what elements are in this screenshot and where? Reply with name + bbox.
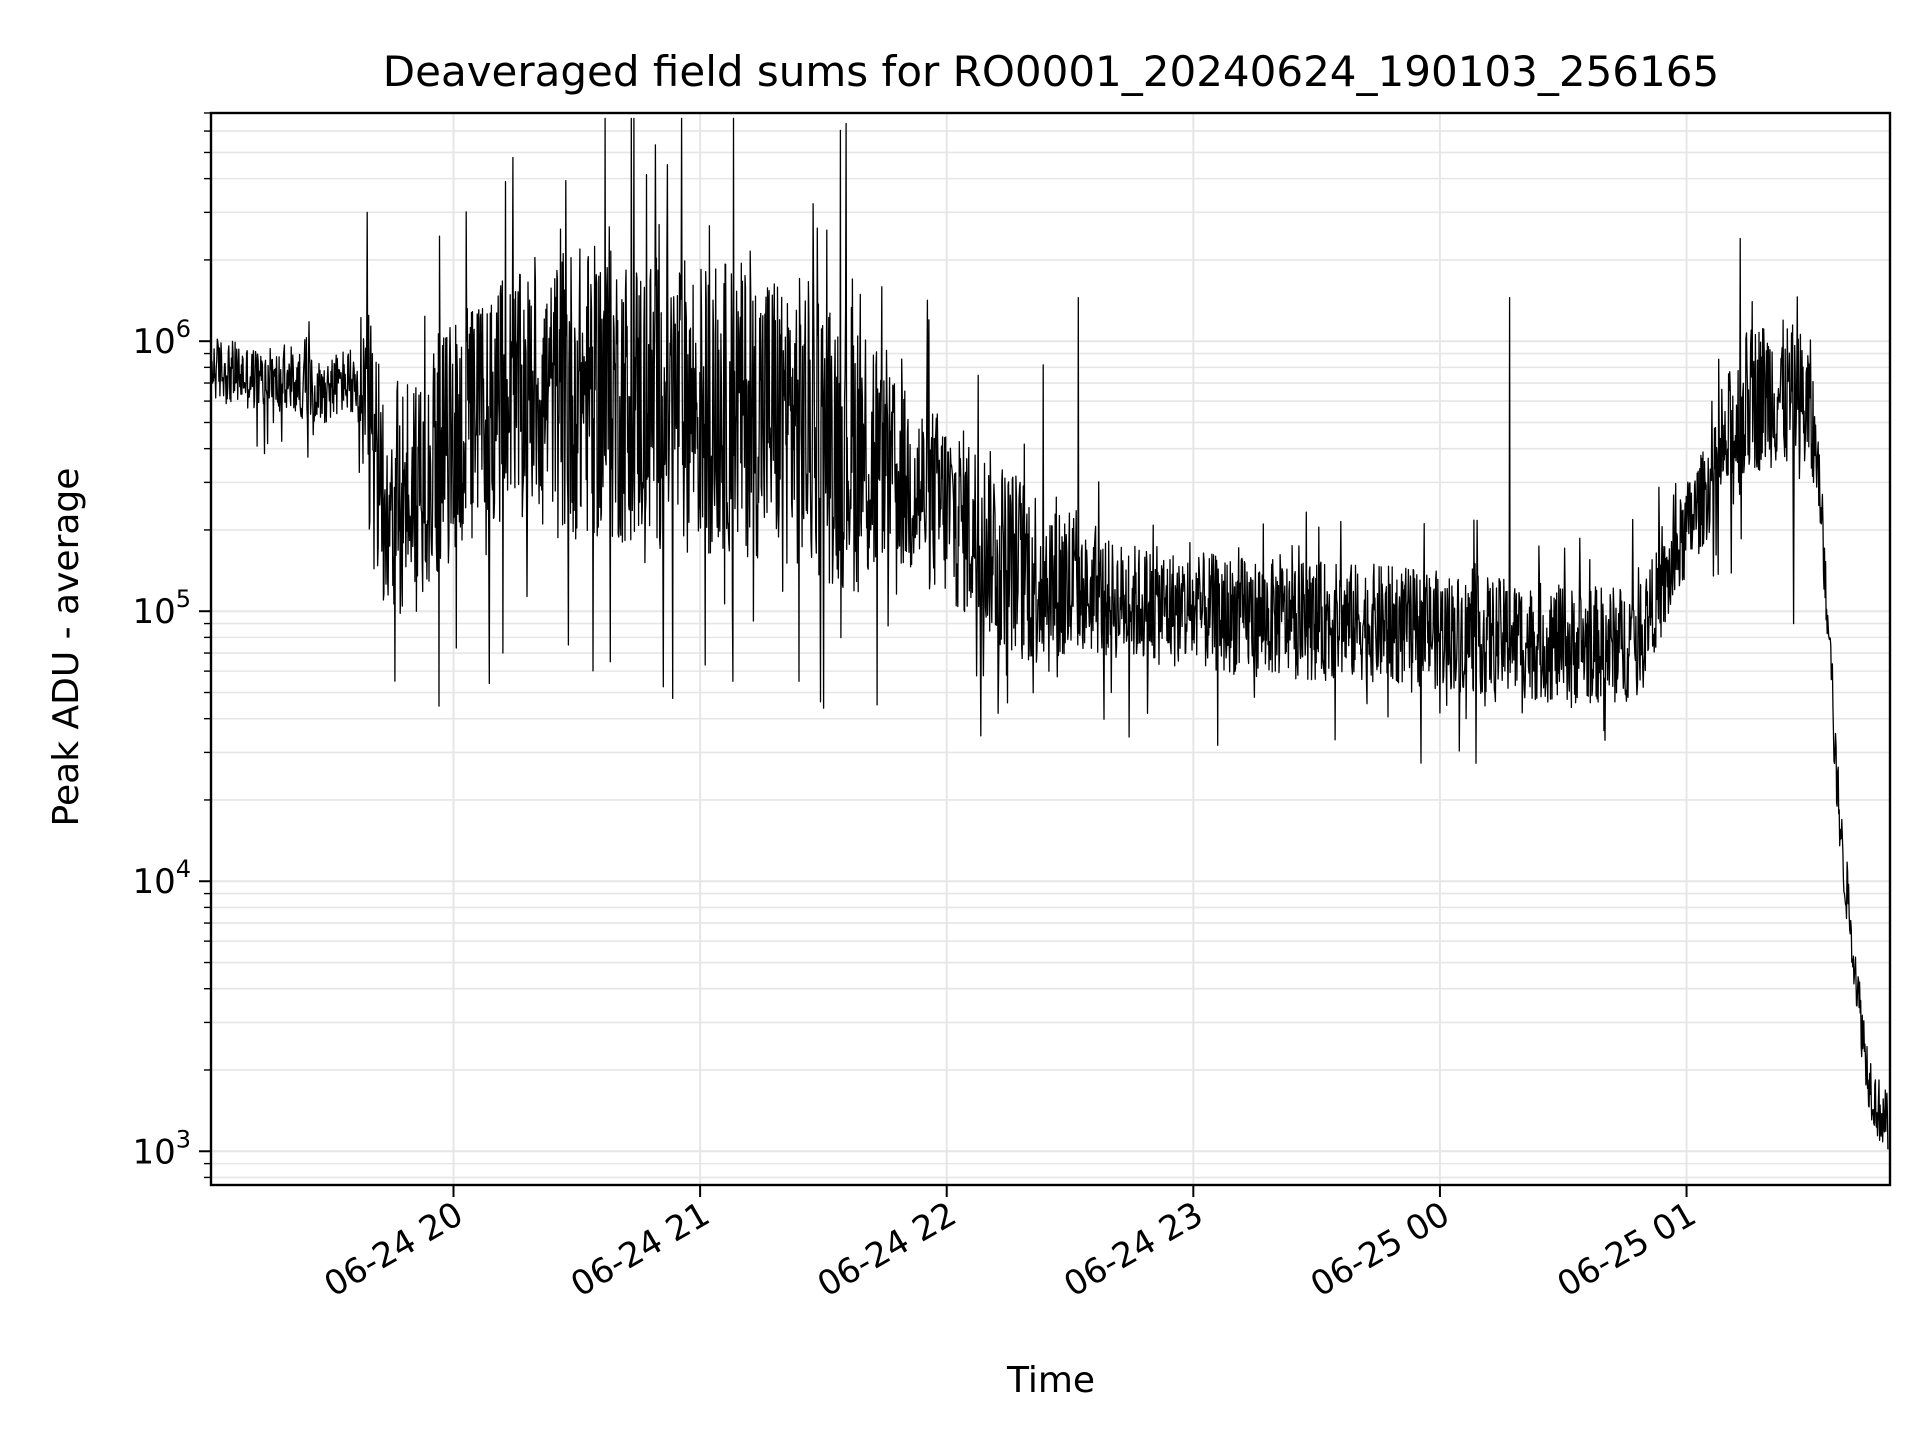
x-tick-label: 06-24 21: [564, 1194, 716, 1305]
y-tick-label: 104: [132, 855, 191, 902]
y-tick-label: 103: [132, 1125, 191, 1172]
plot-frame: [209, 111, 1892, 1187]
y-axis-label: Peak ADU - average: [46, 468, 87, 827]
grid: [211, 112, 1890, 1185]
x-tick-label: 06-24 22: [811, 1194, 963, 1305]
x-tick-label: 06-25 00: [1304, 1194, 1456, 1305]
x-axis-label: Time: [1006, 1360, 1095, 1401]
x-tick-label: 06-25 01: [1551, 1194, 1703, 1305]
x-tick-label: 06-24 23: [1057, 1194, 1209, 1305]
y-tick-label: 106: [132, 315, 191, 362]
x-tick-label: 06-24 20: [318, 1194, 470, 1305]
chart-title: Deaveraged field sums for RO0001_2024062…: [383, 47, 1719, 96]
y-tick-label: 105: [132, 585, 191, 632]
series-layer: [210, 117, 1889, 1150]
series-line: [210, 117, 1889, 1150]
